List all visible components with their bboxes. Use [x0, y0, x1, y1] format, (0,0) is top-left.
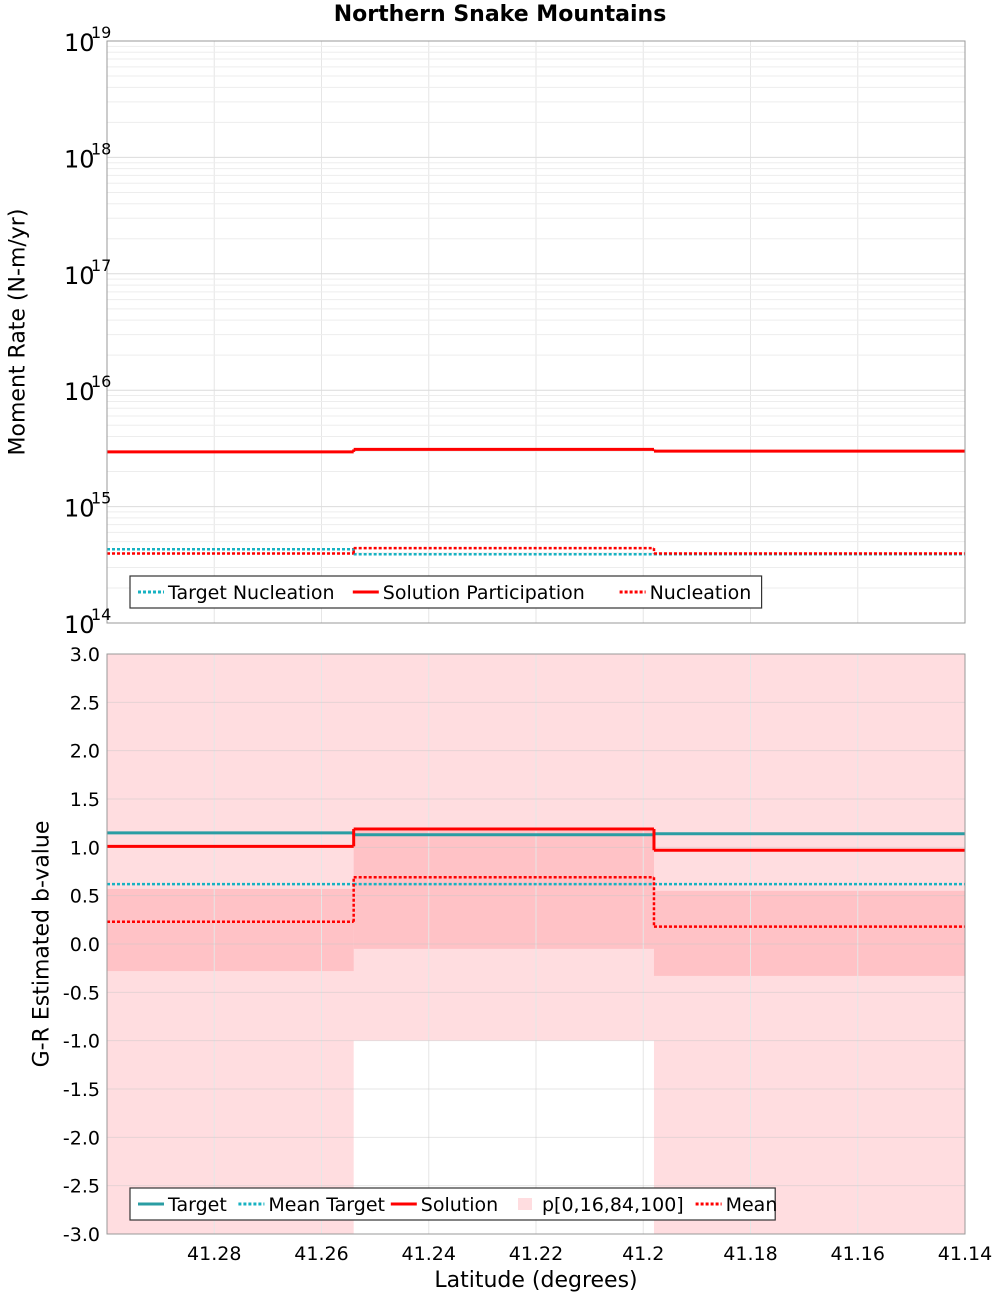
legend-label: Mean [726, 1194, 778, 1216]
y-tick-label: -1.0 [63, 1031, 100, 1053]
top-legend: Target Nucleation Solution Participation N… [129, 575, 763, 609]
y-tick-label: 0.0 [70, 934, 100, 956]
legend-label: Solution [421, 1194, 498, 1216]
y-tick-label: -2.0 [63, 1127, 100, 1149]
y-tick-label: 0.5 [70, 886, 100, 908]
y-tick-label: 10 [64, 611, 95, 639]
legend-box [129, 575, 763, 609]
y-tick-label: 10 [64, 29, 95, 57]
y-tick-exponent: 18 [91, 139, 111, 158]
y-tick-label: -3.0 [63, 1224, 100, 1246]
legend-label: Mean Target [268, 1194, 385, 1216]
y-tick-label: 1.5 [70, 789, 100, 811]
y-tick-exponent: 17 [91, 256, 111, 275]
legend-label: Target Nucleation [167, 582, 335, 604]
legend-label: Target [167, 1194, 227, 1216]
top-y-axis-label: Moment Rate (N-m/yr) [5, 208, 31, 456]
x-tick-label: 41.28 [187, 1243, 241, 1265]
top-plot-frame [106, 40, 966, 624]
bottom-series-solution [107, 827, 965, 852]
bottom-series-target [107, 831, 965, 837]
x-tick-label: 41.26 [294, 1243, 348, 1265]
x-tick-label: 41.16 [831, 1243, 885, 1265]
y-tick-exponent: 14 [91, 605, 111, 624]
top-series-nucleation [107, 546, 965, 555]
chart-title: Northern Snake Mountains [333, 2, 667, 27]
y-tick-exponent: 19 [91, 23, 111, 42]
band-p16-p84 [107, 888, 354, 972]
bottom-legend: Target Mean Target Solution p[0,16,84,100] M… [129, 1187, 778, 1221]
legend-label: Nucleation [650, 582, 752, 604]
y-tick-label: 10 [64, 145, 95, 173]
y-tick-label: 2.0 [70, 741, 100, 763]
y-tick-label: 2.5 [70, 692, 100, 714]
bottom-y-axis-label: G-R Estimated b-value [29, 820, 55, 1068]
legend-box [129, 1187, 776, 1221]
legend-label: Solution Participation [383, 582, 585, 604]
x-tick-label: 41.24 [402, 1243, 456, 1265]
x-tick-label: 41.22 [509, 1243, 563, 1265]
y-tick-label: 1.0 [70, 837, 100, 859]
x-tick-label: 41.2 [622, 1243, 664, 1265]
bottom-plot-frame [106, 653, 966, 1235]
x-axis-label: Latitude (degrees) [434, 1268, 638, 1293]
band-p16-p84 [353, 830, 654, 949]
bottom-series-mean [107, 876, 965, 928]
y-tick-label: 3.0 [70, 644, 100, 666]
y-tick-exponent: 16 [91, 372, 111, 391]
y-tick-label: 10 [64, 495, 95, 523]
y-tick-label: -1.5 [63, 1079, 100, 1101]
y-tick-exponent: 15 [91, 489, 111, 508]
y-tick-label: -2.5 [63, 1176, 100, 1198]
y-tick-label: 10 [64, 378, 95, 406]
legend-swatch [518, 1198, 532, 1210]
top-series-solution-participation [107, 447, 965, 454]
y-tick-label: -0.5 [63, 982, 100, 1004]
y-tick-label: 10 [64, 262, 95, 290]
x-tick-label: 41.18 [723, 1243, 777, 1265]
legend-label: p[0,16,84,100] [542, 1194, 684, 1216]
x-tick-label: 41.14 [938, 1243, 992, 1265]
band-p16-p84 [653, 890, 965, 976]
